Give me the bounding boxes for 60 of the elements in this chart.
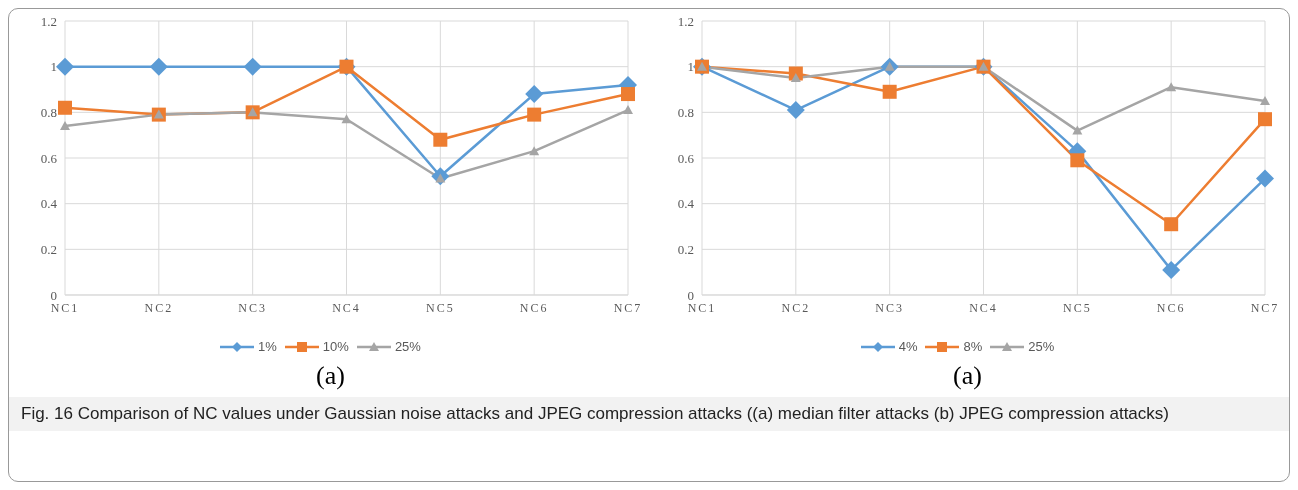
point	[1260, 95, 1270, 105]
point	[1256, 169, 1274, 188]
x-tick-label: NC3	[875, 300, 904, 315]
x-tick-label: NC6	[1156, 300, 1186, 315]
x-tick-label: NC6	[519, 300, 549, 315]
x-tick-label: NC1	[687, 300, 717, 315]
y-tick-label: 0.4	[677, 196, 695, 212]
legend-label: 25%	[1027, 339, 1055, 354]
point	[529, 146, 540, 156]
point	[56, 57, 74, 76]
text: (a)	[952, 361, 983, 391]
y-tick-label: 1.2	[677, 13, 694, 29]
point	[790, 73, 801, 83]
y-tick-label: 0	[687, 287, 694, 303]
legend-label: 10%	[321, 339, 349, 354]
x-tick-label: NC7	[1250, 300, 1280, 315]
legend-label: 8%	[962, 339, 983, 354]
legend-label: 4%	[897, 339, 918, 354]
x-tick-label: NC2	[781, 300, 811, 315]
point	[1072, 125, 1083, 135]
x-tick-label: NC7	[613, 300, 643, 315]
y-tick-label: 0.4	[40, 196, 58, 212]
point	[527, 107, 542, 122]
y-tick-label: 0.6	[40, 150, 58, 166]
legend-label: 25%	[393, 339, 421, 354]
x-tick-label: NC5	[1063, 300, 1092, 315]
point	[1070, 153, 1085, 168]
y-tick-label: 0	[50, 287, 57, 303]
y-tick-label: 1	[50, 59, 57, 75]
point	[1166, 82, 1177, 92]
x-tick-label: NC1	[50, 300, 80, 315]
y-tick-label: 1.2	[40, 13, 57, 29]
x-tick-label: NC5	[426, 300, 455, 315]
point	[243, 57, 262, 76]
caption: Fig. 16 Comparison of NC values under Gaussian noise attacks and JPEG compression attacks ((a) median filter attacks (b) JPEG compression attacks)	[21, 403, 1170, 425]
y-tick-label: 0.6	[677, 150, 695, 166]
point	[433, 132, 448, 147]
point	[149, 57, 168, 76]
point	[58, 100, 72, 115]
point	[60, 121, 70, 131]
y-tick-label: 0.2	[677, 241, 694, 257]
y-tick-label: 1	[687, 59, 694, 75]
x-tick-label: NC2	[144, 300, 174, 315]
x-tick-label: NC4	[332, 300, 361, 315]
x-tick-label: NC3	[238, 300, 267, 315]
point	[1162, 260, 1181, 279]
y-tick-label: 0.2	[40, 241, 57, 257]
point	[882, 84, 897, 99]
point	[786, 101, 805, 120]
point	[525, 85, 544, 104]
text: (a)	[315, 361, 346, 391]
point	[1258, 112, 1272, 127]
x-tick-label: NC4	[969, 300, 998, 315]
point	[341, 114, 352, 124]
point	[621, 87, 635, 102]
y-tick-label: 0.8	[40, 104, 57, 120]
point	[1164, 217, 1179, 232]
legend-label: 1%	[257, 339, 277, 354]
point	[623, 105, 633, 115]
y-tick-label: 0.8	[677, 104, 694, 120]
